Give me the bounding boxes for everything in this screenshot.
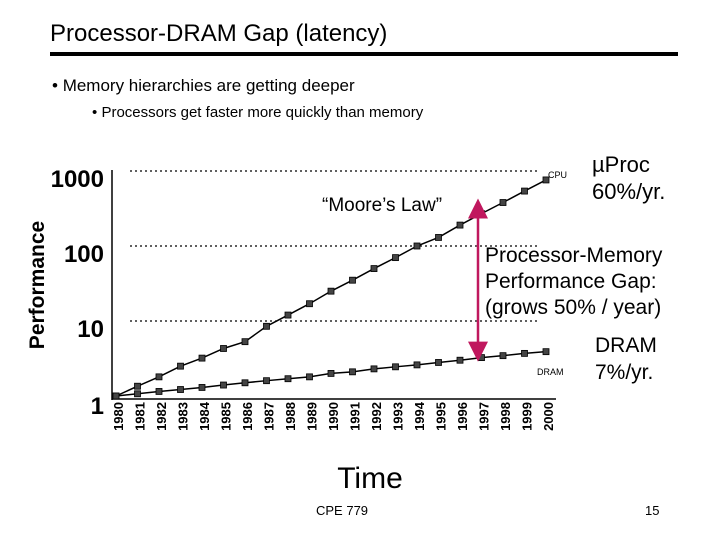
cpu-point-1989 — [307, 301, 313, 307]
cpu-point-1982 — [156, 374, 162, 380]
x-tick-label-1981: 1981 — [133, 402, 148, 431]
cpu-point-1991 — [350, 277, 356, 283]
dram-point-1997 — [479, 355, 485, 361]
dram-point-1996 — [457, 357, 463, 363]
x-tick-label-1993: 1993 — [391, 402, 406, 431]
dram-point-1983 — [178, 387, 184, 393]
dram-point-1987 — [264, 378, 270, 384]
footer-page-number: 15 — [645, 503, 659, 518]
dram-point-1992 — [371, 366, 377, 372]
y-tick-label-1000: 1000 — [51, 166, 104, 193]
x-tick-label-1990: 1990 — [326, 402, 341, 431]
gap-label-line1: Processor-Memory — [485, 244, 663, 267]
cpu-point-1981 — [135, 383, 141, 389]
dram-point-1994 — [414, 362, 420, 368]
x-axis-title: Time — [337, 462, 403, 495]
x-tick-label-1987: 1987 — [262, 402, 277, 431]
x-tick-label-1985: 1985 — [219, 402, 234, 431]
dram-point-1986 — [242, 380, 248, 386]
cpu-point-1998 — [500, 200, 506, 206]
dram-point-2000 — [543, 349, 549, 355]
x-tick-label-1996: 1996 — [455, 402, 470, 431]
dram-point-1999 — [522, 350, 528, 356]
dram-rate-label-line2: 7%/yr. — [595, 361, 653, 384]
x-tick-label-1982: 1982 — [154, 402, 169, 431]
dram-point-1980 — [113, 393, 119, 399]
cpu-point-1994 — [414, 243, 420, 249]
cpu-point-1988 — [285, 312, 291, 318]
x-tick-label-1989: 1989 — [305, 402, 320, 431]
cpu-point-1986 — [242, 339, 248, 345]
dram-point-1993 — [393, 364, 399, 370]
cpu-rate-label-line2: 60%/yr. — [592, 179, 665, 204]
dram-point-1998 — [500, 353, 506, 359]
x-tick-label-1988: 1988 — [283, 402, 298, 431]
cpu-point-1992 — [371, 266, 377, 272]
x-tick-label-2000: 2000 — [541, 402, 556, 431]
gap-label-line2: Performance Gap: — [485, 270, 657, 293]
dram-point-1995 — [436, 359, 442, 365]
dram-point-1984 — [199, 384, 205, 390]
dram-point-1989 — [307, 374, 313, 380]
x-tick-label-1999: 1999 — [520, 402, 535, 431]
cpu-point-1997 — [479, 211, 485, 217]
cpu-rate-label-line1: µProc — [592, 152, 650, 177]
cpu-point-1987 — [264, 323, 270, 329]
cpu-point-1995 — [436, 234, 442, 240]
y-tick-label-1: 1 — [91, 393, 104, 420]
cpu-point-1999 — [522, 188, 528, 194]
x-tick-label-1995: 1995 — [434, 402, 449, 431]
x-tick-label-1994: 1994 — [412, 401, 427, 431]
x-tick-label-1998: 1998 — [498, 402, 513, 431]
cpu-series-label: CPU — [548, 170, 567, 180]
dram-point-1988 — [285, 376, 291, 382]
cpu-point-1984 — [199, 355, 205, 361]
cpu-point-1983 — [178, 363, 184, 369]
x-tick-label-1992: 1992 — [369, 402, 384, 431]
footer-course: CPE 779 — [316, 503, 368, 518]
dram-point-1990 — [328, 370, 334, 376]
gap-label-line3: (grows 50% / year) — [485, 296, 661, 319]
x-tick-label-1983: 1983 — [176, 402, 191, 431]
cpu-point-1990 — [328, 288, 334, 294]
x-tick-label-1997: 1997 — [477, 402, 492, 431]
cpu-point-1993 — [393, 255, 399, 261]
y-tick-label-100: 100 — [64, 241, 104, 268]
x-tick-label-1991: 1991 — [348, 402, 363, 431]
dram-point-1991 — [350, 369, 356, 375]
y-tick-label-10: 10 — [77, 316, 104, 343]
x-tick-label-1986: 1986 — [240, 402, 255, 431]
y-axis-title: Performance — [26, 221, 49, 349]
dram-rate-label-line1: DRAM — [595, 334, 657, 357]
cpu-point-1985 — [221, 345, 227, 351]
dram-point-1985 — [221, 382, 227, 388]
moores-law-label: “Moore’s Law” — [322, 195, 442, 216]
dram-point-1981 — [135, 391, 141, 397]
x-tick-label-1984: 1984 — [197, 401, 212, 431]
performance-chart: 1 10 100 1000 Performance 1980 1981 1982 1983 198… — [0, 0, 720, 540]
dram-point-1982 — [156, 388, 162, 394]
cpu-point-1996 — [457, 222, 463, 228]
x-tick-label-1980: 1980 — [111, 402, 126, 431]
dram-series-label: DRAM — [537, 367, 564, 377]
